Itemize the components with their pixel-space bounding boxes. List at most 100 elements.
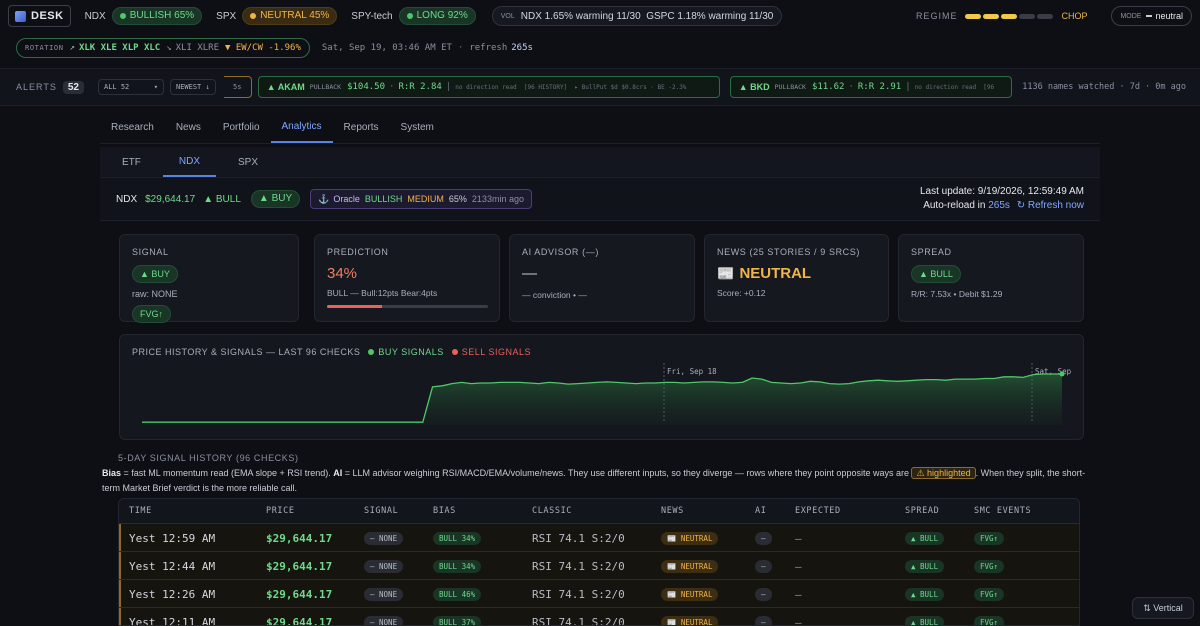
cell-ai: — xyxy=(755,552,772,580)
alert-ticker: ▲ BKD xyxy=(738,82,770,92)
time-value: Yest 12:59 AM xyxy=(129,531,216,545)
subtab-ndx[interactable]: NDX xyxy=(162,147,217,177)
price-history-chart: PRICE HISTORY & SIGNALS — LAST 96 CHECKS… xyxy=(119,334,1084,440)
vertical-button-label: ⇅ Vertical xyxy=(1143,602,1183,613)
volatility-pill[interactable]: VOL NDX 1.65% warming 11/30 GSPC 1.18% w… xyxy=(491,6,783,26)
classic-value: RSI 74.1 S:2/0 xyxy=(532,531,625,545)
update-status: Last update: 9/19/2026, 12:59:49 AM Auto… xyxy=(920,185,1084,213)
card-title: NEWS (25 STORIES / 9 SRCS) xyxy=(717,247,860,257)
cell-price: $29,644.17 xyxy=(266,580,332,608)
subtab-spx[interactable]: SPX xyxy=(222,147,274,177)
time-value: Yest 12:11 AM xyxy=(129,615,216,626)
history-description: Bias = fast ML momentum read (EMA slope … xyxy=(102,466,1092,496)
watched-summary: 1136 names watched · 7d · 0m ago xyxy=(1016,82,1186,92)
annotation-fri: Fri, Sep 18 xyxy=(667,367,717,376)
news-sentiment: NEUTRAL xyxy=(739,265,812,282)
last-update-text: Last update: 9/19/2026, 12:59:49 AM xyxy=(919,186,1084,197)
spx-label: SPX xyxy=(216,10,237,22)
cell-news: 📰 NEUTRAL xyxy=(661,524,719,552)
signal-value: — NONE xyxy=(364,531,404,545)
spread-card: SPREAD ▲ BULL R/R: 7.53x • Debit $1.29 xyxy=(898,234,1084,322)
spy-tech-status-text: LONG 92% xyxy=(416,10,468,21)
auto-reload-label: Auto-reload in xyxy=(923,200,986,211)
prediction-detail: BULL — Bull:12pts Bear:4pts xyxy=(327,288,438,298)
table-row[interactable]: Yest 12:11 AM $29,644.17 — NONE BULL 37% RSI… xyxy=(119,607,1079,626)
tab-analytics[interactable]: Analytics xyxy=(270,113,333,143)
oracle-badge[interactable]: ⚓ Oracle BULLISH MEDIUM 65% 2133min ago xyxy=(310,189,532,209)
bias-value: BULL 46% xyxy=(433,587,482,601)
cell-price: $29,644.17 xyxy=(266,524,332,552)
signal-history-table: TIME PRICE SIGNAL BIAS CLASSIC NEWS AI E… xyxy=(118,498,1080,626)
main-nav: Research News Portfolio Analytics Report… xyxy=(100,112,1100,144)
ndx-status-badge[interactable]: BULLISH 65% xyxy=(111,7,203,25)
bias-term: Bias xyxy=(102,468,122,478)
ai-value: — xyxy=(755,587,772,601)
tab-reports[interactable]: Reports xyxy=(333,113,390,143)
expected-value: — xyxy=(795,531,802,545)
tab-system[interactable]: System xyxy=(390,113,445,143)
alert-rr: R:R 2.84 xyxy=(398,82,442,92)
bull-indicator: ▲ BULL xyxy=(203,193,241,205)
price-value: $29,644.17 xyxy=(266,531,333,545)
symbol-info-bar: NDX $29,644.17 ▲ BULL ▲ BUY ⚓ Oracle BUL… xyxy=(100,177,1100,221)
bias-definition: = fast ML momentum read (EMA slope + RSI… xyxy=(121,468,334,478)
cell-news: 📰 NEUTRAL xyxy=(661,552,719,580)
price-value: $29,644.17 xyxy=(266,559,333,573)
news-score: Score: +0.12 xyxy=(717,288,766,298)
anchor-icon: ⚓ xyxy=(318,193,330,204)
cell-bias: BULL 34% xyxy=(433,524,482,552)
card-title: SPREAD xyxy=(911,247,952,257)
table-row[interactable]: Yest 12:26 AM $29,644.17 — NONE BULL 46% RSI… xyxy=(119,579,1079,608)
table-row[interactable]: Yest 12:59 AM $29,644.17 — NONE BULL 34% RSI… xyxy=(119,523,1079,552)
tab-portfolio[interactable]: Portfolio xyxy=(212,113,271,143)
tab-label: News xyxy=(175,122,201,133)
signal-value: — NONE xyxy=(364,559,404,573)
subtab-label: SPX xyxy=(238,156,259,168)
spread-value: ▲ BULL xyxy=(905,559,945,573)
rotation-pill[interactable]: ROTATION ↗ XLK XLE XLP XLC ↘ XLI XLRE ▼ … xyxy=(16,38,310,58)
smc-value: FVG↑ xyxy=(974,531,1005,545)
buy-badge: ▲ BUY xyxy=(250,190,301,208)
ai-advisor-card: AI ADVISOR (—) — — conviction • — xyxy=(509,234,695,322)
tab-news[interactable]: News xyxy=(165,113,212,143)
cell-spread: ▲ BULL xyxy=(905,552,945,580)
cell-price: $29,644.17 xyxy=(266,608,332,626)
cell-smc: FVG↑ xyxy=(974,608,1005,625)
ewcw-value: ▼ EW/CW -1.96% xyxy=(225,43,301,53)
spread-detail: R/R: 7.53x • Debit $1.29 xyxy=(911,289,1003,299)
chart-header: PRICE HISTORY & SIGNALS — LAST 96 CHECKS… xyxy=(132,347,531,357)
prediction-card: PREDICTION 34% BULL — Bull:12pts Bear:4p… xyxy=(314,234,500,322)
sub-nav: ETF NDX SPX xyxy=(100,147,1100,177)
cell-expected: — xyxy=(795,524,802,552)
spy-tech-status-badge[interactable]: LONG 92% xyxy=(398,7,476,25)
ai-detail: — conviction • — xyxy=(522,290,587,300)
cell-signal: — NONE xyxy=(364,580,404,608)
spx-status-badge[interactable]: NEUTRAL 45% xyxy=(242,7,338,25)
cell-smc: FVG↑ xyxy=(974,552,1005,580)
desk-logo[interactable]: DESK xyxy=(8,5,71,27)
mode-selector[interactable]: MODE neutral xyxy=(1111,6,1192,26)
vertical-layout-button[interactable]: ⇅ Vertical xyxy=(1132,597,1194,619)
tab-research[interactable]: Research xyxy=(100,113,165,143)
refresh-now-link[interactable]: ↻ Refresh now xyxy=(1016,200,1084,211)
time-value: Yest 12:44 AM xyxy=(129,559,216,573)
col-header-news: NEWS xyxy=(661,506,684,516)
alert-kind: PULLBACK xyxy=(309,83,342,91)
subtab-etf[interactable]: ETF xyxy=(106,147,157,177)
alerts-sort-button[interactable]: NEWEST ↓ xyxy=(169,79,216,95)
card-title: AI ADVISOR (—) xyxy=(522,247,599,257)
table-row[interactable]: Yest 12:44 AM $29,644.17 — NONE BULL 34% RSI… xyxy=(119,551,1079,580)
alert-card-bkd[interactable]: ▲ BKD PULLBACK $11.62 · R:R 2.91 | no di… xyxy=(729,76,1012,98)
oracle-age: 2133min ago xyxy=(471,194,524,204)
regime-meter xyxy=(965,13,1054,19)
mode-dash-icon xyxy=(1146,15,1153,17)
buy-signal-marker xyxy=(1059,371,1065,377)
alert-card-akam[interactable]: ▲ AKAM PULLBACK $104.50 · R:R 2.84 | no … xyxy=(257,76,720,98)
alerts-filter-select[interactable]: ALL 52 ▾ xyxy=(97,79,164,95)
chart-logo-icon xyxy=(15,10,26,22)
alert-detail: no direction read [96 HISTORY] ▸ BullPut… xyxy=(455,83,687,91)
refresh-label: refresh xyxy=(469,43,508,53)
prediction-value: 34% xyxy=(327,265,358,282)
alert-card-partial[interactable]: 5s xyxy=(223,76,252,98)
col-header-time: TIME xyxy=(129,506,152,516)
